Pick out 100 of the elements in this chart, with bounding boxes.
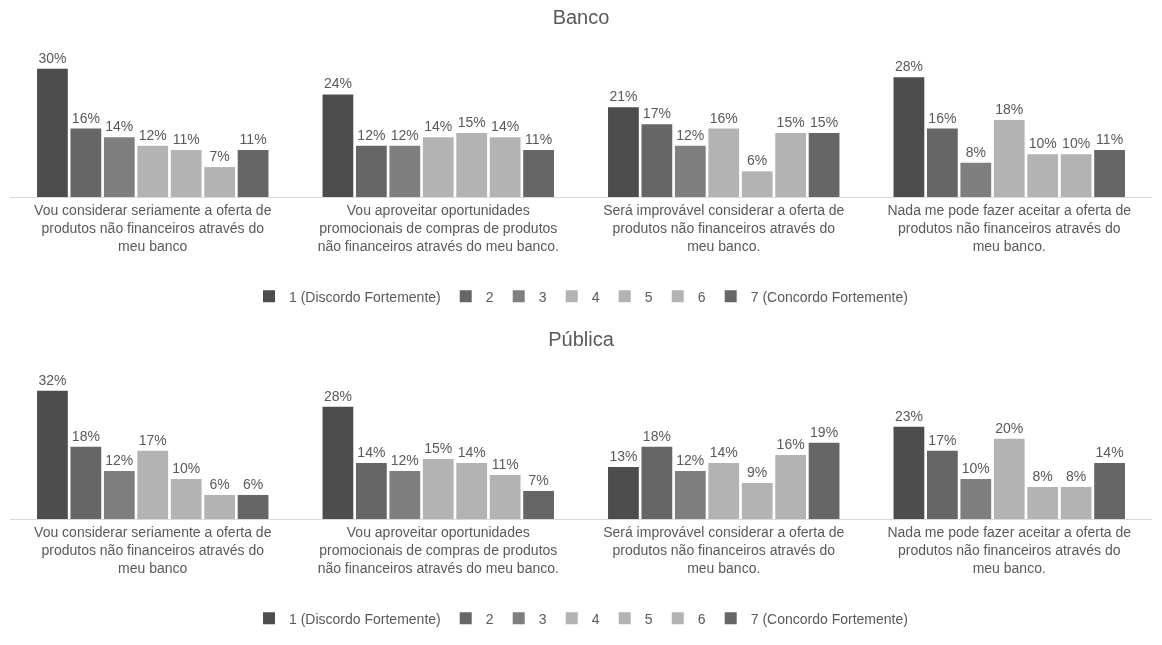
data-label: 18%: [642, 427, 671, 444]
data-label: 10%: [1062, 135, 1091, 152]
bar: [70, 128, 102, 197]
data-label: 9%: [747, 463, 768, 480]
bar: [808, 132, 840, 197]
data-label: 6%: [209, 475, 230, 492]
bar: [893, 77, 925, 197]
data-label: 6%: [242, 475, 264, 492]
bar: [137, 450, 169, 519]
bar: [389, 145, 421, 197]
bar: [741, 482, 773, 519]
data-label: 30%: [38, 49, 67, 66]
legend-label: 4: [591, 610, 600, 627]
bar: [456, 462, 488, 519]
data-label: 7%: [528, 471, 549, 488]
bar: [355, 145, 387, 197]
data-label: 14%: [1095, 443, 1124, 460]
x-tick-label: Será improvável considerar a oferta de produtos não financeiros através do meu banco.: [603, 201, 845, 255]
legend-label: 7 (Concordo Fortemente): [750, 610, 908, 627]
bar: [1060, 154, 1092, 197]
data-label: 12%: [676, 451, 705, 468]
bar: [993, 120, 1025, 197]
legend-label: 6: [697, 610, 706, 627]
data-label: 15%: [424, 439, 453, 456]
chart-title: Banco: [552, 5, 610, 28]
data-label: 14%: [457, 443, 486, 460]
bar: [422, 137, 454, 197]
bar: [170, 478, 202, 519]
data-label: 28%: [894, 58, 923, 75]
data-label: 17%: [928, 431, 957, 448]
legend-label: 6: [697, 288, 706, 305]
x-tick-label: Vou considerar seriamente a oferta de produtos não financeiros através do meu banco: [34, 523, 272, 577]
x-tick-label: Vou considerar seriamente a oferta de produtos não financeiros através do meu banco: [34, 201, 272, 255]
data-label: 10%: [172, 459, 201, 476]
data-label: 16%: [928, 109, 957, 126]
bar: [103, 137, 135, 197]
data-label: 14%: [424, 118, 453, 135]
bar: [389, 470, 421, 519]
data-label: 16%: [71, 109, 100, 126]
legend-label: 2: [485, 288, 494, 305]
x-tick-label: Vou aproveitar oportunidades promocionais de compras de produtos não financeiros através do meu banco.: [317, 201, 559, 255]
data-label: 12%: [390, 451, 419, 468]
bar: [456, 132, 488, 197]
data-label: 8%: [965, 143, 986, 160]
data-label: 18%: [71, 427, 100, 444]
bar: [1094, 149, 1125, 197]
bar: [137, 145, 169, 197]
bar: [960, 478, 992, 519]
bar: [926, 450, 958, 519]
bar: [103, 470, 135, 519]
data-label: 10%: [961, 459, 990, 476]
bar: [808, 442, 840, 519]
data-label: 12%: [105, 451, 134, 468]
bar: [993, 438, 1025, 519]
x-tick-label: Vou aproveitar oportunidades promocionais de compras de produtos não financeiros através do meu banco.: [317, 523, 559, 577]
bar: [1060, 486, 1092, 519]
legend-label: 2: [485, 610, 494, 627]
bar: [775, 454, 807, 519]
data-label: 11%: [239, 130, 267, 147]
bar: [355, 462, 387, 519]
data-label: 11%: [1096, 130, 1124, 147]
data-label: 21%: [609, 88, 638, 105]
data-label: 14%: [105, 118, 134, 135]
legend-label: 5: [644, 288, 653, 305]
bar: [204, 494, 236, 519]
chart-title: Pública: [548, 327, 615, 350]
bar: [204, 167, 236, 197]
bar: [489, 474, 521, 519]
legend-label: 5: [644, 610, 653, 627]
bar: [608, 466, 639, 519]
bar: [775, 132, 807, 197]
bar: [37, 68, 68, 197]
data-label: 15%: [776, 113, 805, 130]
bar: [422, 458, 454, 519]
bar: [674, 145, 706, 197]
bar: [1094, 462, 1125, 519]
data-label: 32%: [38, 371, 67, 388]
bar: [674, 470, 706, 519]
data-label: 24%: [323, 75, 352, 92]
bar: [926, 128, 958, 197]
data-label: 7%: [209, 148, 230, 165]
legend-label: 7 (Concordo Fortemente): [750, 288, 908, 305]
bar: [708, 128, 740, 197]
data-label: 17%: [642, 105, 671, 122]
bar: [708, 462, 740, 519]
data-label: 12%: [357, 126, 386, 143]
bar: [893, 426, 925, 519]
data-label: 12%: [138, 126, 167, 143]
bar: [237, 149, 269, 197]
bar: [489, 137, 521, 197]
data-label: 11%: [491, 455, 519, 472]
data-label: 10%: [1028, 135, 1057, 152]
bar: [170, 149, 202, 197]
data-label: 18%: [995, 101, 1024, 118]
legend-label: 1 (Discordo Fortemente): [289, 610, 441, 627]
data-label: 13%: [609, 447, 638, 464]
data-label: 8%: [1032, 467, 1053, 484]
bar: [960, 162, 992, 197]
legend-label: 3: [538, 610, 547, 627]
bar: [523, 490, 554, 519]
